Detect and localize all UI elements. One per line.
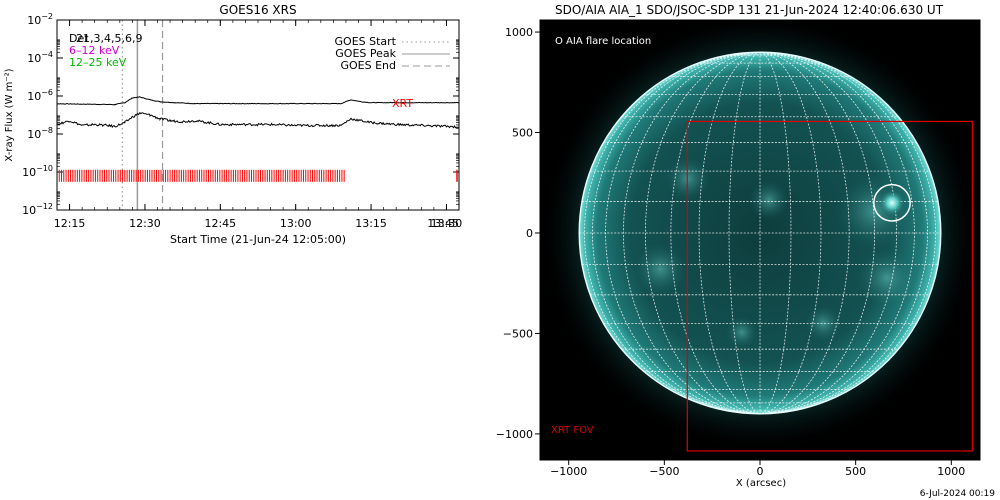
aia-active-region <box>725 316 758 349</box>
aia-frame <box>539 19 981 461</box>
aia-longitude-line <box>623 52 761 414</box>
aia-xtick-label: −500 <box>649 465 679 478</box>
goes-xrt-label: XRT <box>392 97 413 110</box>
goes-series-long <box>57 96 459 106</box>
goes-legend-dashed: GOES End <box>340 59 396 72</box>
aia-ytick-labels: 1000 500 0 −500 −1000 <box>496 26 540 441</box>
aia-longitude-line <box>759 52 822 414</box>
aia-longitude-line <box>728 52 761 414</box>
goes-legend-band: 12–25 keV <box>69 56 127 69</box>
aia-longitude-line <box>592 52 761 414</box>
aia-active-region <box>634 243 687 296</box>
goes-xrt-coverage <box>56 169 458 182</box>
aia-xlabel: X (arcsec) <box>736 478 786 489</box>
goes-xtick-label: 12:15 <box>54 217 86 230</box>
aia-ytick-label: −500 <box>503 327 533 340</box>
goes-series <box>56 96 459 129</box>
aia-ytick-label: −1000 <box>496 428 533 441</box>
aia-longitude-line <box>584 52 761 414</box>
aia-ytick-label: 0 <box>526 227 533 240</box>
aia-longitude-line <box>759 52 850 414</box>
aia-longitude-line <box>759 52 928 414</box>
aia-longitude-line <box>759 52 875 414</box>
aia-ytick-label: 500 <box>512 127 533 140</box>
goes-legend-detectors: 21,3,4,5,6,9 <box>69 32 142 45</box>
aia-flare-glow <box>879 190 905 216</box>
goes-frame <box>56 19 460 211</box>
aia-ytick-label: 1000 <box>505 26 533 39</box>
goes-panel: GOES16 XRS 10−12 10−10 10−8 10−6 10−4 10−2 12… <box>4 3 462 246</box>
aia-title: SDO/AIA AIA_1 SDO/JSOC-SDP 131 21-Jun-20… <box>555 3 944 17</box>
aia-panel: SDO/AIA AIA_1 SDO/JSOC-SDP 131 21-Jun-20… <box>496 3 981 489</box>
aia-xtick-labels: −1000 −500 0 500 1000 <box>550 460 965 478</box>
goes-legend-dotted: GOES Start <box>335 35 397 48</box>
goes-title: GOES16 XRS <box>219 3 296 17</box>
goes-ytick-label: 10−2 <box>27 12 53 27</box>
goes-legend-solid: GOES Peak <box>335 47 396 60</box>
goes-legend-band: 6–12 keV <box>69 44 120 57</box>
goes-ylabel: X-ray Flux (W m⁻²) <box>4 68 15 161</box>
aia-image <box>540 20 980 460</box>
goes-xtick-label: 13:15 <box>355 217 387 230</box>
aia-xtick-label: 1000 <box>937 465 965 478</box>
aia-active-region <box>856 248 917 309</box>
goes-ytick-label: 10−6 <box>27 88 53 103</box>
aia-longitude-line <box>605 52 761 414</box>
goes-ytick-label: 10−4 <box>27 50 53 65</box>
aia-flare-location-label: O AIA flare location <box>555 36 651 47</box>
goes-xlabel: Start Time (21-Jun-24 12:05:00) <box>170 233 346 246</box>
aia-limb <box>578 51 942 415</box>
aia-longitude-line <box>759 52 936 414</box>
aia-heliographic-grid <box>579 52 941 414</box>
aia-xtick-label: 0 <box>757 465 764 478</box>
goes-ytick-labels: 10−12 10−10 10−8 10−6 10−4 10−2 <box>22 12 459 217</box>
aia-longitude-line <box>759 52 792 414</box>
goes-xtick-label: 12:45 <box>204 217 236 230</box>
goes-xtick-label: 12:30 <box>129 217 161 230</box>
goes-ytick-label: 10−12 <box>22 202 53 217</box>
footer-timestamp: 6-Jul-2024 00:19 <box>920 489 996 499</box>
aia-active-region <box>749 180 790 221</box>
goes-series-short <box>56 111 459 129</box>
goes-xtick-label: 13:00 <box>280 217 312 230</box>
aia-xrt-fov <box>686 120 973 452</box>
aia-xtick-label: 500 <box>845 465 866 478</box>
goes-legend-det: Det <box>69 32 89 45</box>
aia-longitude-line <box>698 52 761 414</box>
aia-active-region <box>805 305 842 342</box>
aia-longitude-line <box>759 52 915 414</box>
aia-longitude-line <box>645 52 761 414</box>
aia-xtick-label: −1000 <box>550 465 587 478</box>
goes-xtick-label: 13:45 <box>427 217 459 230</box>
aia-longitude-line <box>670 52 761 414</box>
aia-flare-circle <box>873 183 911 222</box>
goes-xtick-label: 13:30 <box>431 217 463 230</box>
goes-ytick-label: 10−10 <box>22 164 53 179</box>
aia-longitude-line <box>759 52 897 414</box>
aia-xrt-fov-label: XRT FOV <box>551 425 594 436</box>
goes-ytick-label: 10−8 <box>27 126 53 141</box>
